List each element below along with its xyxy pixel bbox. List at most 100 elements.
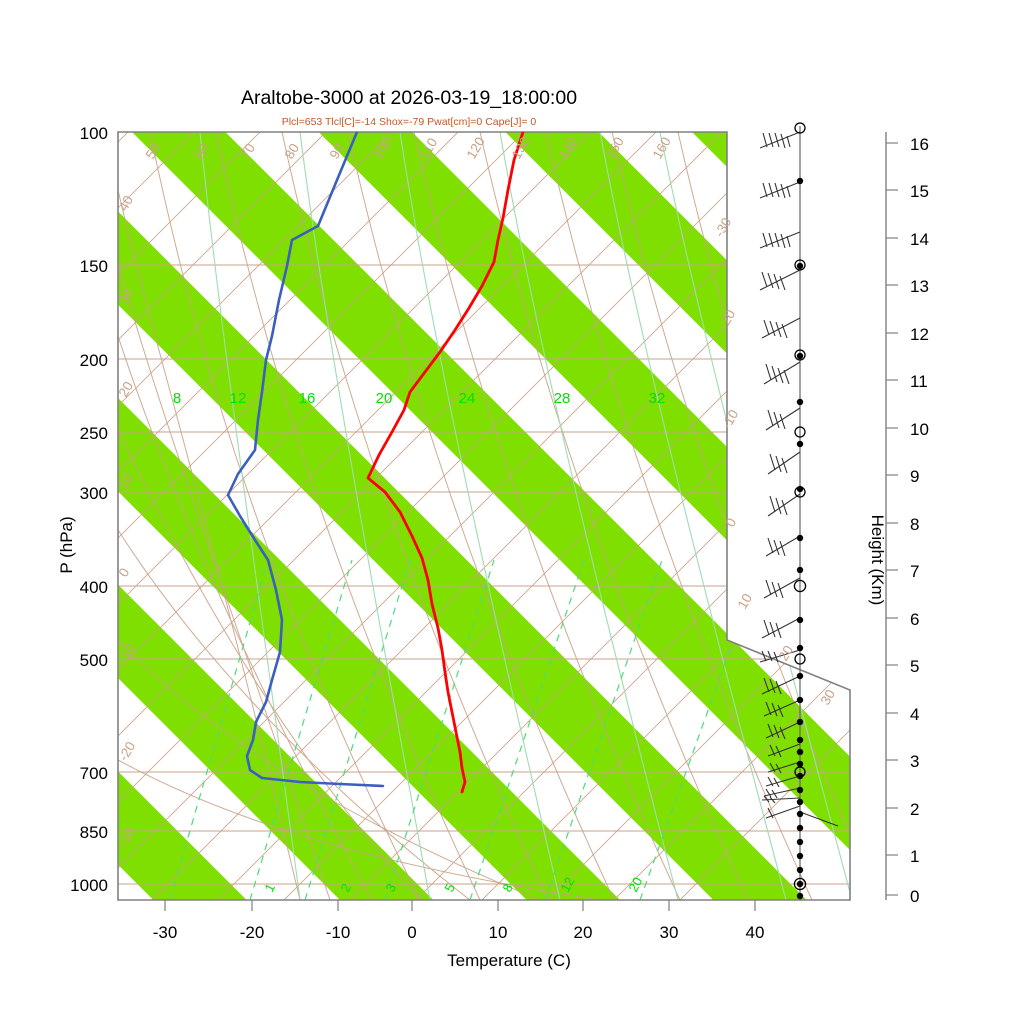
y-tick-label: 850 xyxy=(80,823,108,842)
dry-adiabat-label: 50 xyxy=(143,141,164,162)
wind-barb xyxy=(765,407,801,431)
dry-adiabat-lines xyxy=(118,132,850,900)
height-axis: 16 15 14 13 12 11 10 9 8 7 6 5 4 3 2 1 0… xyxy=(868,132,929,906)
dry-adiabat-label: 80 xyxy=(282,141,303,162)
temperature-trace xyxy=(366,132,525,794)
y2-tick-label: 16 xyxy=(910,135,929,154)
y2-tick-label: 15 xyxy=(910,182,929,201)
wind-level-rings xyxy=(793,122,807,891)
dewpoint-trace xyxy=(226,132,385,788)
wind-barb xyxy=(759,181,801,199)
y2-tick-label: 4 xyxy=(910,705,919,724)
plot-frame xyxy=(117,131,851,901)
dry-adiabat-labels-left: 40 30 20 10 0 -10 -20 -30 xyxy=(118,193,138,850)
isotherm-label: 32 xyxy=(649,390,666,407)
height-axis-label: Height (Km) xyxy=(868,515,887,606)
dry-adiabat-label: 10 xyxy=(735,591,756,612)
dry-adiabat-label: 60 xyxy=(192,141,213,162)
x-axis-ticks xyxy=(164,900,756,911)
wind-barb-column xyxy=(759,122,839,900)
mixing-ratio-labels: 1 2 3 5 8 12 20 xyxy=(261,875,645,895)
y2-tick-label: 8 xyxy=(910,515,919,534)
isotherm-lines xyxy=(118,132,850,900)
wind-barb xyxy=(759,231,801,249)
y-tick-label: 400 xyxy=(80,578,108,597)
dry-adiabat-label: 70 xyxy=(238,141,259,162)
isotherm-label: 20 xyxy=(376,390,393,407)
wind-barb xyxy=(765,721,801,740)
y-tick-label: 250 xyxy=(80,424,108,443)
x-tick-label: 30 xyxy=(660,923,679,942)
temperature-axis-label: Temperature (C) xyxy=(447,951,571,970)
x-tick-label: 20 xyxy=(574,923,593,942)
isotherm-green-labels: 8 12 16 20 24 28 32 xyxy=(173,390,666,407)
wind-barb xyxy=(767,743,801,758)
y2-tick-label: 9 xyxy=(910,467,919,486)
y2-tick-label: 0 xyxy=(910,887,919,906)
y2-tick-label: 3 xyxy=(910,752,919,771)
wind-barb xyxy=(761,795,801,804)
wind-barb xyxy=(763,361,801,385)
x-tick-label: -30 xyxy=(153,923,178,942)
wind-level-markers xyxy=(796,177,804,900)
y-tick-label: 100 xyxy=(80,124,108,143)
isotherm-label: 24 xyxy=(459,390,476,407)
wind-barb xyxy=(763,787,801,799)
chart-title: Araltobe-3000 at 2026-03-19_18:00:00 xyxy=(241,87,577,109)
wind-barb xyxy=(759,269,801,291)
y2-tick-label: 14 xyxy=(910,230,929,249)
wind-barb xyxy=(761,617,801,639)
pressure-axis-label: P (hPa) xyxy=(57,516,76,573)
mixing-ratio-label: 12 xyxy=(557,875,577,895)
isotherm-label: 8 xyxy=(173,390,181,407)
y2-tick-label: 12 xyxy=(910,325,929,344)
y2-tick-label: 2 xyxy=(910,800,919,819)
x-tick-label: -20 xyxy=(240,923,265,942)
dry-adiabat-label: 30 xyxy=(818,687,839,708)
wind-barb xyxy=(761,675,801,695)
y-tick-label: 200 xyxy=(80,351,108,370)
y-tick-label: 1000 xyxy=(70,876,108,895)
wind-barb xyxy=(767,493,801,517)
temperature-axis: -30 -20 -10 0 10 20 30 40 Temperature (C… xyxy=(153,900,765,970)
x-tick-label: 10 xyxy=(489,923,508,942)
x-tick-label: -10 xyxy=(326,923,351,942)
y2-tick-label: 11 xyxy=(910,372,928,391)
y-tick-label: 500 xyxy=(80,651,108,670)
dry-adiabat-label: 90 xyxy=(327,141,348,162)
x-tick-label: 40 xyxy=(746,923,765,942)
mixing-ratio-label: 20 xyxy=(625,875,645,895)
wind-barb xyxy=(799,811,839,827)
moist-layer-shading xyxy=(118,132,850,900)
y2-tick-label: 5 xyxy=(910,657,919,676)
wind-barb xyxy=(767,451,801,475)
isotherm-label: 12 xyxy=(230,390,247,407)
wind-barb xyxy=(761,317,801,339)
isotherm-label: 16 xyxy=(299,390,316,407)
wind-barb xyxy=(759,131,801,149)
isotherm-label: 28 xyxy=(554,390,571,407)
y-tick-label: 700 xyxy=(80,764,108,783)
y2-tick-label: 6 xyxy=(910,610,919,629)
y2-tick-label: 10 xyxy=(910,420,929,439)
x-tick-label: 0 xyxy=(407,923,416,942)
y2-tick-label: 1 xyxy=(910,847,919,866)
wind-barb xyxy=(763,577,801,599)
wind-barb xyxy=(765,535,801,557)
pressure-axis: 100 150 200 250 300 400 500 700 850 1000… xyxy=(57,124,108,895)
wind-barb xyxy=(765,775,801,788)
wind-barbs xyxy=(759,131,839,827)
wind-barb xyxy=(763,699,801,718)
wind-barb xyxy=(759,649,801,663)
wind-barb xyxy=(767,761,801,774)
chart-subtitle: Plcl=653 Tlcl[C]=-14 Shox=-79 Pwat[cm]=0… xyxy=(282,116,537,128)
y-tick-label: 150 xyxy=(80,257,108,276)
height-axis-ticks xyxy=(886,142,898,896)
dry-adiabat-label: 20 xyxy=(776,643,797,664)
wind-barb xyxy=(765,805,801,819)
dry-adiabat-labels-right: -30 -20 -10 0 10 20 30 xyxy=(712,215,839,707)
y2-tick-label: 7 xyxy=(910,562,919,581)
y2-tick-label: 13 xyxy=(910,277,929,296)
